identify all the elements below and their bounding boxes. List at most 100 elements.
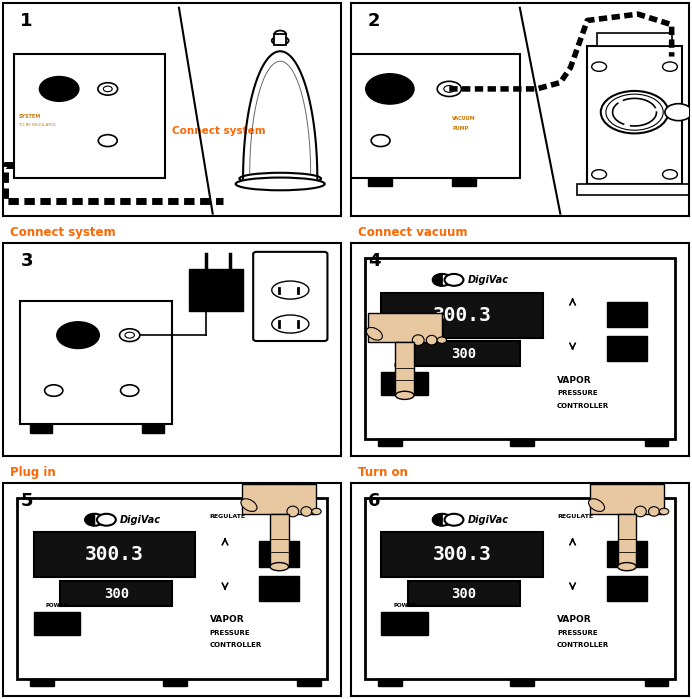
Polygon shape <box>270 514 289 567</box>
Bar <box>645 679 668 686</box>
Circle shape <box>103 86 112 92</box>
Text: 6: 6 <box>368 491 381 510</box>
Circle shape <box>85 514 104 526</box>
Bar <box>607 576 647 601</box>
Text: PRESSURE: PRESSURE <box>557 390 598 396</box>
Text: PUMP: PUMP <box>453 126 468 131</box>
Text: CONTROLLER: CONTROLLER <box>557 642 610 649</box>
Text: REGULATE: REGULATE <box>210 514 246 519</box>
Circle shape <box>444 85 455 92</box>
Text: 300: 300 <box>451 347 477 361</box>
Bar <box>511 679 534 686</box>
Bar <box>607 542 647 567</box>
Text: PRESSURE: PRESSURE <box>210 630 250 636</box>
Circle shape <box>39 76 79 101</box>
Text: DigiVac: DigiVac <box>120 514 161 525</box>
Bar <box>381 292 543 338</box>
Bar <box>30 679 54 686</box>
Text: VAPOR: VAPOR <box>557 615 592 624</box>
Text: 300.3: 300.3 <box>85 545 144 564</box>
Ellipse shape <box>272 36 289 45</box>
Circle shape <box>371 135 390 147</box>
Text: 300.3: 300.3 <box>432 545 491 564</box>
Bar <box>597 34 672 46</box>
Polygon shape <box>618 514 636 567</box>
Text: POWER: POWER <box>393 603 416 608</box>
Ellipse shape <box>272 281 309 299</box>
Circle shape <box>662 170 677 179</box>
Polygon shape <box>395 343 414 396</box>
Bar <box>368 178 392 186</box>
Polygon shape <box>590 484 664 514</box>
Text: 300: 300 <box>104 586 129 600</box>
Polygon shape <box>85 514 95 526</box>
Text: Connect system: Connect system <box>10 226 116 239</box>
Bar <box>381 372 428 396</box>
Bar <box>365 498 675 679</box>
Bar <box>645 439 668 446</box>
Ellipse shape <box>274 31 286 38</box>
Text: POWER: POWER <box>46 603 69 608</box>
Text: SYSTEM: SYSTEM <box>19 113 41 119</box>
Ellipse shape <box>301 507 311 517</box>
Bar <box>20 301 172 424</box>
Text: 1: 1 <box>20 12 33 30</box>
Circle shape <box>97 514 116 526</box>
Bar <box>577 184 692 194</box>
Text: DigiVac: DigiVac <box>468 275 509 285</box>
Circle shape <box>432 514 452 526</box>
Bar <box>274 34 286 45</box>
Bar <box>453 178 476 186</box>
Circle shape <box>601 91 668 134</box>
Text: 3: 3 <box>20 252 33 270</box>
Circle shape <box>592 62 606 71</box>
Ellipse shape <box>648 507 659 517</box>
Text: TO BE REGULATED: TO BE REGULATED <box>19 124 55 127</box>
Polygon shape <box>432 274 442 286</box>
Circle shape <box>606 94 663 130</box>
Text: POWER: POWER <box>393 363 416 368</box>
Ellipse shape <box>272 315 309 333</box>
Text: CONTROLLER: CONTROLLER <box>557 403 610 409</box>
Bar <box>408 581 520 606</box>
Ellipse shape <box>426 336 437 345</box>
Bar <box>365 258 675 439</box>
Bar <box>297 679 320 686</box>
Ellipse shape <box>588 499 605 512</box>
Bar <box>34 612 80 635</box>
Circle shape <box>125 332 134 338</box>
Bar <box>259 542 300 567</box>
Ellipse shape <box>437 337 446 343</box>
Bar <box>30 424 53 433</box>
Bar <box>34 533 195 577</box>
Bar <box>378 439 401 446</box>
Bar <box>381 533 543 577</box>
Bar <box>14 55 165 178</box>
Text: 2: 2 <box>368 12 381 30</box>
Text: Connect system: Connect system <box>172 126 266 136</box>
Text: 300.3: 300.3 <box>432 305 491 324</box>
Ellipse shape <box>412 335 424 345</box>
Text: Plug in: Plug in <box>10 466 56 480</box>
Ellipse shape <box>287 506 299 517</box>
Ellipse shape <box>239 173 321 185</box>
Bar <box>334 55 520 178</box>
Bar <box>17 498 327 679</box>
Circle shape <box>57 322 100 349</box>
Bar <box>381 612 428 635</box>
Polygon shape <box>367 312 442 343</box>
Circle shape <box>662 62 677 71</box>
Text: 5: 5 <box>20 491 33 510</box>
Circle shape <box>444 514 464 526</box>
Bar <box>588 46 682 184</box>
Circle shape <box>437 81 462 96</box>
Text: VACUUM: VACUUM <box>453 116 476 121</box>
Bar <box>607 301 647 327</box>
Circle shape <box>665 103 692 121</box>
Ellipse shape <box>270 563 289 571</box>
Circle shape <box>98 135 117 147</box>
Text: CONTROLLER: CONTROLLER <box>210 642 262 649</box>
Circle shape <box>44 385 63 396</box>
Ellipse shape <box>311 508 321 514</box>
Ellipse shape <box>618 563 636 571</box>
